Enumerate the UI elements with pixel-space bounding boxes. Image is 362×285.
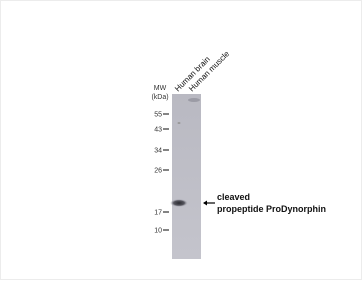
blot-figure: MW (kDa) cleaved propeptide ProDynorphin… — [0, 0, 362, 280]
page: MW (kDa) cleaved propeptide ProDynorphin… — [0, 0, 362, 280]
marker-label: 17 — [154, 210, 162, 217]
spot — [178, 122, 181, 124]
marker-label: 26 — [154, 168, 162, 175]
membrane — [172, 94, 201, 259]
band — [170, 199, 188, 207]
marker-label: 34 — [154, 148, 162, 155]
mw-label: MW — [154, 85, 167, 92]
marker-label: 10 — [154, 228, 162, 235]
marker-label: 43 — [154, 127, 162, 134]
annotation: propeptide ProDynorphin — [217, 204, 326, 214]
band — [188, 98, 200, 102]
mw-unit: (kDa) — [151, 94, 168, 101]
marker-label: 55 — [154, 112, 162, 119]
annotation: cleaved — [217, 192, 250, 202]
